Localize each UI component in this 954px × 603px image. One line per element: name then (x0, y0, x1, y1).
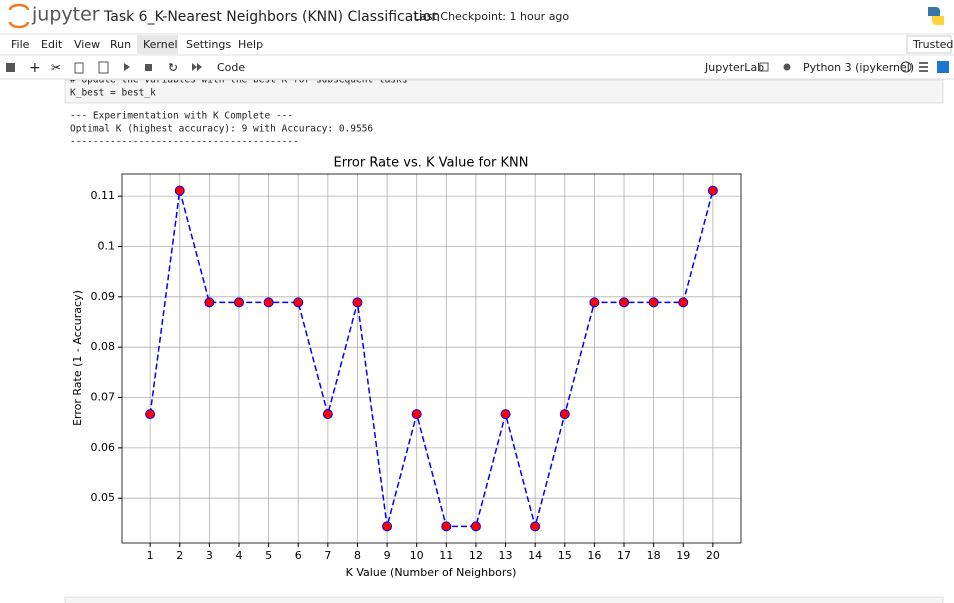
trusted-box[interactable] (906, 35, 952, 54)
y-tick-label: 0.07 (91, 391, 116, 404)
menu-highlight (137, 35, 178, 54)
output-line: --- Experimentation with K Complete --- (70, 111, 293, 122)
cut-icon[interactable]: ✂ (51, 61, 61, 75)
code-line: K_best = best_k (70, 88, 156, 99)
stop-icon[interactable] (145, 64, 152, 71)
plot-frame (121, 173, 742, 544)
data-point (233, 297, 244, 308)
x-tick-label: 1 (147, 549, 154, 562)
x-tick-label: 19 (676, 549, 690, 562)
x-axis-label: K Value (Number of Neighbors) (346, 566, 517, 579)
kernel-name[interactable]: Python 3 (ipykernel) (803, 61, 914, 74)
y-tick-label: 0.08 (91, 340, 116, 353)
data-point (352, 297, 363, 308)
output-line: ---------------------------------------- (70, 137, 299, 148)
data-point (263, 297, 274, 308)
data-point (322, 409, 333, 420)
sidebar-icon[interactable] (937, 61, 949, 73)
menu-item[interactable]: View (74, 38, 100, 51)
menu-item[interactable]: Help (238, 38, 263, 51)
x-tick-label: 6 (295, 549, 302, 562)
x-tick-label: 8 (354, 549, 361, 562)
menu-item[interactable]: Settings (186, 38, 231, 51)
x-tick-label: 5 (265, 549, 272, 562)
x-tick-label: 15 (558, 549, 572, 562)
data-point (145, 409, 156, 420)
x-tick-label: 3 (206, 549, 213, 562)
data-point (382, 521, 393, 532)
logo-icon (8, 21, 30, 29)
checkpoint: Last Checkpoint: 1 hour ago (414, 10, 569, 23)
data-point (411, 409, 422, 420)
data-point (470, 521, 481, 532)
run-icon[interactable] (124, 63, 130, 71)
data-point (441, 521, 452, 532)
y-tick-label: 0.1 (98, 239, 116, 252)
data-point (678, 297, 689, 308)
menu-item[interactable]: Kernel (143, 38, 178, 51)
add-icon[interactable]: + (29, 60, 41, 76)
logo-text[interactable]: jupyter (31, 4, 100, 26)
restart-icon[interactable]: ↻ (168, 61, 178, 75)
data-point (619, 297, 630, 308)
data-point (500, 409, 511, 420)
y-tick-label: 0.06 (91, 441, 116, 454)
data-point (204, 297, 215, 308)
y-tick-label: 0.11 (91, 189, 116, 202)
x-tick-label: 7 (324, 549, 331, 562)
code-cell[interactable] (64, 79, 944, 104)
output-line: Optimal K (highest accuracy): 9 with Acc… (70, 124, 373, 135)
y-tick-label: 0.05 (91, 491, 116, 504)
x-tick-label: 13 (499, 549, 513, 562)
plot-area (122, 174, 741, 543)
x-tick-label: 14 (528, 549, 542, 562)
paste-icon[interactable] (98, 61, 109, 74)
data-point (648, 297, 659, 308)
x-tick-label: 2 (176, 549, 183, 562)
data-point (559, 409, 570, 420)
data-point (707, 185, 718, 196)
x-tick-label: 16 (587, 549, 601, 562)
chart-title: Error Rate vs. K Value for KNN (334, 156, 529, 171)
next-cell[interactable] (64, 596, 944, 603)
x-tick-label: 10 (410, 549, 424, 562)
kernel-status (900, 61, 912, 73)
save-icon[interactable] (6, 63, 15, 72)
x-tick-label: 20 (706, 549, 720, 562)
menu-item[interactable]: File (11, 38, 30, 51)
data-point (174, 185, 185, 196)
data-point (589, 297, 600, 308)
external-icon (759, 62, 769, 72)
x-tick-label: 17 (617, 549, 631, 562)
y-axis-label: Error Rate (1 - Accuracy) (71, 290, 84, 426)
menu-item[interactable]: Run (110, 38, 131, 51)
code-line: # Update the variables with the best K f… (70, 75, 407, 86)
y-tick-label: 0.09 (91, 290, 116, 303)
python-logo (932, 16, 944, 25)
x-tick-label: 12 (469, 549, 483, 562)
python-logo (928, 7, 940, 16)
cell-type[interactable]: Code (217, 61, 245, 74)
data-point (293, 297, 304, 308)
debug-icon[interactable] (783, 63, 791, 71)
menu-item[interactable]: Edit (41, 38, 63, 51)
x-tick-label: 11 (439, 549, 453, 562)
x-tick-label: 18 (647, 549, 661, 562)
data-point (530, 521, 541, 532)
menu-icon[interactable] (919, 62, 928, 72)
trusted[interactable]: Trusted (912, 38, 953, 51)
logo-icon (8, 3, 30, 11)
notebook-title[interactable]: Task 6_K-Nearest Neighbors (KNN) Classif… (103, 9, 440, 25)
copy-icon[interactable] (74, 62, 84, 74)
run-all-icon[interactable] (192, 63, 202, 71)
jupyterlab-link[interactable]: JupyterLab (704, 61, 764, 74)
x-tick-label: 4 (235, 549, 242, 562)
x-tick-label: 9 (384, 549, 391, 562)
